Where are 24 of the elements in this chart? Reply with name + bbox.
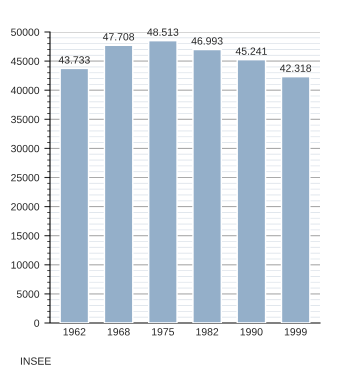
y-tick-label: 40000 bbox=[10, 86, 40, 94]
data-label: 47.708 bbox=[102, 33, 134, 41]
data-label: 45.241 bbox=[236, 47, 267, 55]
y-tick-label: 50000 bbox=[11, 28, 40, 36]
y-tick-label: 0 bbox=[34, 320, 40, 327]
data-label: 43.733 bbox=[58, 56, 90, 64]
x-tick-label: 1975 bbox=[152, 328, 174, 336]
y-tick-label: 30000 bbox=[11, 144, 40, 152]
x-tick-label: 1999 bbox=[284, 328, 307, 336]
x-tick-label: 1990 bbox=[240, 328, 263, 336]
x-tick-label: 1968 bbox=[108, 328, 130, 336]
y-tick-label: 25000 bbox=[11, 174, 40, 182]
data-label: 48.513 bbox=[147, 28, 178, 36]
x-tick-label: 1962 bbox=[64, 328, 86, 336]
y-tick-label: 15000 bbox=[11, 232, 40, 240]
y-tick-label: 5000 bbox=[16, 290, 40, 298]
x-tick-label: 1982 bbox=[196, 328, 218, 336]
text: INSEE bbox=[20, 357, 51, 365]
y-tick-label: 20000 bbox=[11, 203, 40, 210]
data-label: 46.993 bbox=[191, 37, 223, 45]
y-tick-label: 45000 bbox=[10, 58, 40, 65]
data-label: 42.318 bbox=[280, 64, 312, 72]
y-tick-label: 10000 bbox=[11, 261, 40, 269]
y-tick-label: 35000 bbox=[11, 116, 40, 124]
